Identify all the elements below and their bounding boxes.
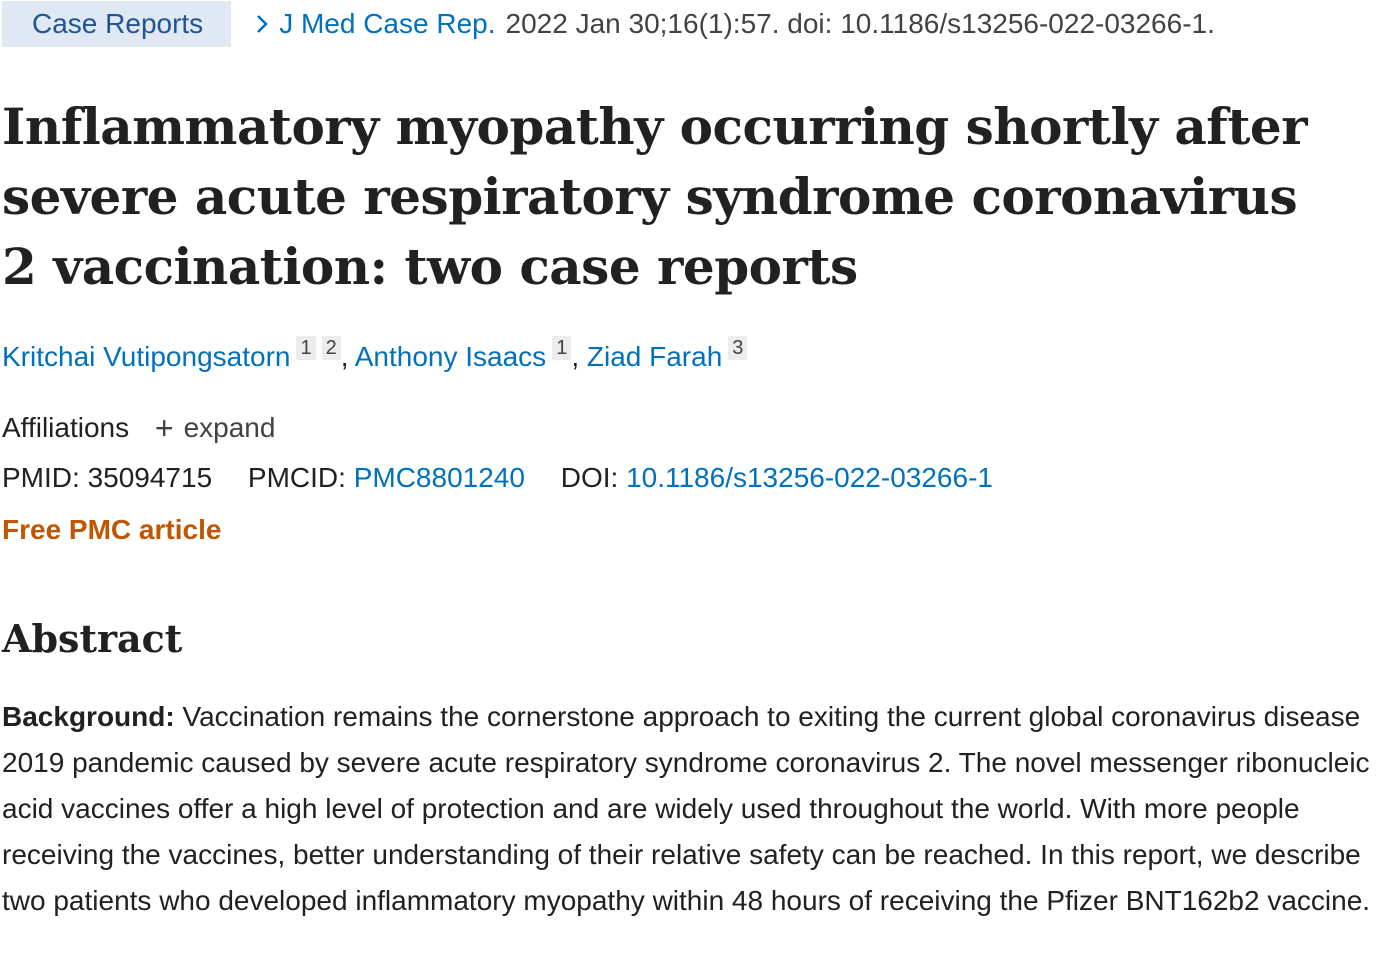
author-separator: , (571, 341, 580, 372)
author-list: Kritchai Vutipongsatorn 1 2, Anthony Isaac… (2, 336, 748, 373)
doi-link[interactable]: 10.1186/s13256-022-03266-1 (626, 462, 993, 493)
plus-icon: + (154, 410, 174, 446)
background-text: Vaccination remains the cornerstone appr… (2, 701, 1371, 916)
author-link[interactable]: Ziad Farah (586, 341, 723, 372)
affiliations-label: Affiliations (2, 412, 130, 443)
background-label: Background: (2, 701, 175, 732)
author-link[interactable]: Kritchai Vutipongsatorn (2, 341, 291, 372)
breadcrumb: Case Reports J Med Case Rep. 2022 Jan 30… (0, 0, 1215, 48)
affiliation-ref[interactable]: 3 (728, 336, 748, 360)
citation-details: 2022 Jan 30;16(1):57. doi: 10.1186/s1325… (505, 8, 1215, 39)
pmcid-link[interactable]: PMC8801240 (353, 462, 525, 493)
pmid-label: PMID: (2, 462, 80, 493)
author-separator: , (340, 341, 349, 372)
identifiers-row: PMID: 35094715 PMCID: PMC8801240 DOI: 10… (2, 462, 993, 494)
pmid-value: 35094715 (87, 462, 213, 493)
abstract-heading: Abstract (2, 616, 183, 661)
affiliation-ref[interactable]: 2 (321, 336, 341, 360)
author-link[interactable]: Anthony Isaacs (354, 341, 547, 372)
chevron-right-icon (255, 13, 269, 35)
expand-label: expand (183, 412, 276, 443)
journal-link[interactable]: J Med Case Rep. (279, 8, 496, 39)
affiliations-row: Affiliations + expand (2, 410, 275, 447)
doi-label: DOI: (560, 462, 619, 493)
affiliation-ref[interactable]: 1 (296, 336, 316, 360)
affiliation-ref[interactable]: 1 (552, 336, 572, 360)
affiliations-expand-button[interactable]: + expand (155, 410, 276, 446)
article-title: Inflammatory myopathy occurring shortly … (2, 97, 1308, 296)
pmcid-label: PMCID: (247, 462, 346, 493)
free-pmc-article-link[interactable]: Free PMC article (2, 514, 222, 545)
article-type-badge[interactable]: Case Reports (2, 1, 232, 47)
abstract-background: Background: Vaccination remains the corn… (2, 694, 1378, 924)
